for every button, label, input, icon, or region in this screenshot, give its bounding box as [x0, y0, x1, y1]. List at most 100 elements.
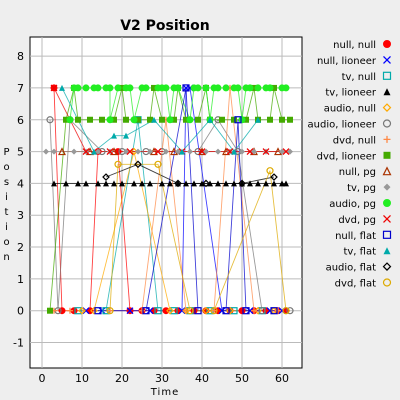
- y-tick-label: 2: [17, 241, 24, 254]
- data-point: [123, 132, 129, 139]
- legend-label: dvd, lioneer: [317, 151, 377, 162]
- data-point: [238, 179, 246, 188]
- data-point: [50, 84, 58, 92]
- legend-item: tv, lioneer: [325, 88, 391, 99]
- data-point: [222, 307, 230, 315]
- data-point: [226, 306, 234, 315]
- data-point: [102, 173, 110, 181]
- legend-marker: [383, 55, 391, 64]
- legend-item: null, flat: [335, 230, 392, 242]
- data-point: [282, 84, 290, 92]
- data-point: [67, 307, 73, 314]
- data-point: [238, 116, 246, 124]
- data-point: [163, 148, 169, 155]
- legend-item: audio, lioneer: [308, 119, 392, 131]
- x-tick-label: 0: [39, 372, 46, 385]
- data-point: [207, 180, 213, 187]
- data-point: [279, 148, 285, 155]
- data-point: [63, 116, 69, 123]
- legend-marker: [382, 262, 392, 271]
- data-point: [254, 84, 262, 92]
- data-point: [234, 84, 242, 92]
- y-tick-label: 1: [17, 273, 24, 286]
- data-point: [162, 84, 170, 92]
- series-line: [109, 163, 287, 312]
- y-tick-label: 8: [17, 50, 24, 63]
- data-point: [63, 180, 69, 187]
- legend-label: null, lioneer: [317, 56, 377, 67]
- data-point: [238, 307, 246, 315]
- data-point: [146, 307, 154, 315]
- data-point: [119, 84, 125, 91]
- data-point: [267, 116, 273, 123]
- data-point: [174, 179, 182, 188]
- data-point: [215, 148, 221, 155]
- data-point: [123, 148, 129, 155]
- legend-marker: [382, 230, 392, 239]
- y-tick-labels: -1 0 1 2 3 4 5 6 7 8: [13, 50, 24, 349]
- legend-item: null, null: [333, 40, 391, 51]
- data-point: [202, 307, 210, 315]
- data-point: [151, 84, 157, 91]
- data-point: [271, 180, 277, 187]
- legend-label: tv, pg: [347, 183, 376, 194]
- data-point: [246, 84, 254, 92]
- data-point: [159, 180, 165, 187]
- data-point: [59, 84, 65, 91]
- data-point: [186, 307, 194, 315]
- data-point: [179, 148, 185, 155]
- data-point: [254, 306, 262, 315]
- legend-item: tv, flat: [343, 247, 391, 258]
- x-tick-label: 60: [275, 372, 289, 385]
- data-point: [147, 180, 153, 187]
- data-point: [231, 148, 237, 155]
- legend-item: dvd, null: [333, 135, 391, 146]
- data-point: [107, 307, 113, 314]
- legend-label: audio, null: [324, 104, 376, 115]
- data-point: [106, 148, 114, 156]
- series-markers: [106, 160, 290, 315]
- legend-label: null, pg: [339, 167, 376, 178]
- legend-item: null, pg: [339, 166, 392, 178]
- legend-marker: [383, 88, 391, 96]
- data-point: [139, 307, 145, 314]
- x-tick-label: 50: [235, 372, 249, 385]
- legend-marker: [382, 278, 392, 287]
- data-point: [71, 148, 77, 155]
- data-point: [98, 307, 106, 315]
- series-markers: [59, 84, 261, 155]
- data-point: [183, 307, 189, 314]
- data-point: [199, 180, 205, 187]
- legend-label: dvd, pg: [338, 215, 376, 226]
- data-point: [119, 180, 125, 187]
- data-point: [166, 306, 174, 315]
- data-point: [162, 307, 170, 315]
- legend-label: null, flat: [335, 231, 376, 242]
- data-point: [279, 180, 285, 187]
- data-point: [255, 116, 261, 123]
- legend-marker: [383, 247, 391, 255]
- series-markers: [94, 84, 278, 315]
- data-point: [86, 307, 94, 315]
- data-point: [198, 148, 206, 156]
- data-point: [270, 173, 278, 181]
- data-point: [195, 116, 201, 123]
- data-point: [234, 116, 242, 124]
- data-point: [262, 148, 270, 156]
- series-markers: [82, 84, 286, 315]
- data-point: [82, 148, 90, 156]
- data-point: [95, 180, 101, 187]
- data-point: [139, 180, 145, 187]
- y-tick-label: 3: [17, 209, 24, 222]
- chart-title: V2 Position: [120, 18, 210, 34]
- data-point: [202, 306, 210, 315]
- data-point: [210, 307, 218, 315]
- data-point: [226, 307, 234, 315]
- data-point: [202, 179, 210, 188]
- legend-marker: [383, 183, 391, 191]
- data-point: [94, 84, 102, 92]
- data-point: [78, 306, 86, 315]
- data-point: [111, 116, 117, 123]
- series-markers: [102, 160, 278, 188]
